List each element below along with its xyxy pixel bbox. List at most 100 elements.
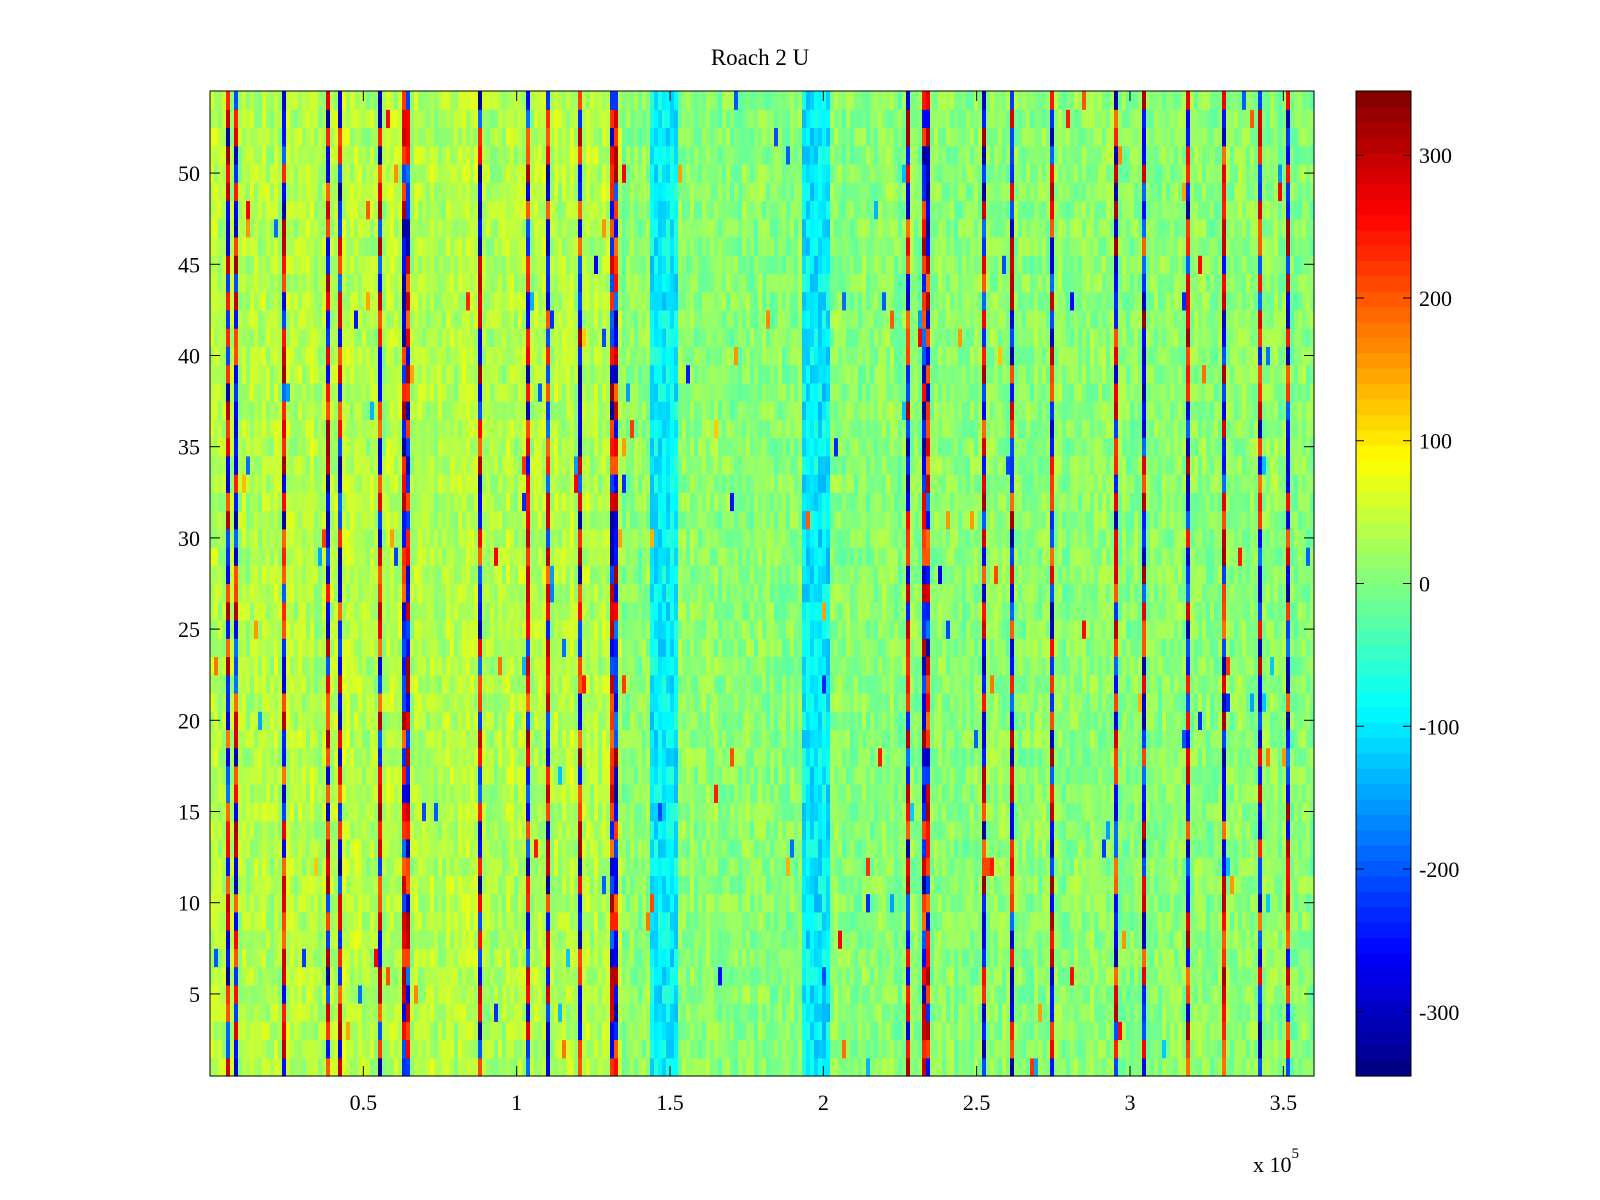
heatmap-cell (246, 547, 251, 566)
heatmap-cell (426, 747, 431, 767)
heatmap-cell (526, 328, 531, 347)
heatmap-cell (274, 510, 279, 530)
heatmap-cell (566, 711, 571, 731)
heatmap-cell (358, 346, 363, 366)
heatmap-cell (250, 255, 255, 275)
heatmap-cell (470, 328, 475, 347)
heatmap-cell (374, 820, 379, 840)
heatmap-cell (238, 309, 243, 329)
heatmap-cell (566, 382, 571, 402)
heatmap-cell (254, 984, 259, 1004)
heatmap-cell (370, 729, 375, 749)
heatmap-cell (470, 729, 475, 749)
heatmap-cell (558, 109, 563, 129)
heatmap-cell (258, 601, 263, 621)
heatmap-cell (294, 583, 299, 603)
heatmap-cell (514, 656, 519, 676)
heatmap-cell (390, 1021, 395, 1041)
heatmap-cell (410, 273, 415, 293)
heatmap-cell (462, 619, 467, 639)
heatmap-cell (446, 765, 451, 785)
heatmap-cell (510, 273, 515, 293)
heatmap-cell (518, 1039, 523, 1059)
heatmap-cell (378, 455, 383, 475)
heatmap-cell (222, 474, 227, 493)
heatmap-cell (554, 236, 559, 256)
heatmap-cell (546, 273, 551, 293)
heatmap-cell (322, 182, 327, 202)
heatmap-cell (314, 437, 319, 457)
heatmap-cell (322, 437, 327, 457)
heatmap-cell (462, 729, 467, 749)
heatmap-cell (306, 857, 311, 876)
heatmap-cell (298, 838, 303, 858)
heatmap-cell (418, 218, 423, 238)
heatmap-cell (346, 547, 351, 566)
heatmap-cell (242, 1003, 247, 1022)
heatmap-cell (422, 1057, 427, 1077)
heatmap-cell (310, 583, 315, 603)
heatmap-cell (362, 984, 367, 1004)
heatmap-cell (446, 674, 451, 694)
heatmap-cell (414, 309, 419, 329)
heatmap-cell (254, 528, 259, 548)
heatmap-cell (478, 291, 483, 311)
heatmap-cell (454, 547, 459, 566)
heatmap-cell (538, 127, 543, 147)
heatmap-cell (498, 930, 503, 949)
heatmap-cell (234, 565, 239, 585)
heatmap-cell (358, 601, 363, 621)
heatmap-cell (374, 656, 379, 676)
heatmap-cell (482, 145, 487, 165)
heatmap-cell (302, 729, 307, 749)
heatmap-cell (478, 1057, 483, 1077)
heatmap-cell (318, 401, 323, 420)
heatmap-cell (210, 309, 215, 329)
heatmap-cell (562, 875, 567, 895)
heatmap-cell (554, 1003, 559, 1022)
heatmap-cell (362, 875, 367, 895)
heatmap-cell (230, 1057, 235, 1077)
heatmap-cell (302, 930, 307, 949)
heatmap-cell (574, 163, 579, 183)
heatmap-cell (530, 309, 535, 329)
heatmap-cell (554, 346, 559, 366)
heatmap-cell (406, 401, 411, 420)
heatmap-cell (450, 1057, 455, 1077)
heatmap-cell (474, 437, 479, 457)
heatmap-cell (326, 382, 331, 402)
heatmap-cell (250, 273, 255, 293)
heatmap-cell (274, 802, 279, 822)
heatmap-cell (390, 309, 395, 329)
heatmap-cell (318, 273, 323, 293)
heatmap-cell (474, 182, 479, 202)
heatmap-cell (462, 291, 467, 311)
heatmap-cell (526, 309, 531, 329)
heatmap-cell (442, 1021, 447, 1041)
heatmap-cell (278, 583, 283, 603)
heatmap-cell (234, 455, 239, 475)
heatmap-cell (530, 565, 535, 585)
heatmap-cell (282, 346, 287, 366)
heatmap-cell (542, 492, 547, 512)
heatmap-cell (570, 127, 575, 147)
heatmap-cell (322, 510, 327, 530)
heatmap-cell (574, 1057, 579, 1077)
heatmap-cell (522, 145, 527, 165)
heatmap-cell (422, 802, 427, 822)
heatmap-cell (342, 419, 347, 439)
heatmap-cell (358, 674, 363, 694)
heatmap-cell (370, 547, 375, 566)
heatmap-cell (558, 948, 563, 968)
heatmap-cell (522, 1039, 527, 1059)
heatmap-cell (430, 236, 435, 256)
heatmap-cell (490, 930, 495, 949)
heatmap-cell (498, 492, 503, 512)
heatmap-cell (438, 455, 443, 475)
heatmap-cell (350, 875, 355, 895)
heatmap-cell (294, 182, 299, 202)
heatmap-cell (382, 474, 387, 493)
heatmap-cell (246, 1039, 251, 1059)
heatmap-cell (250, 492, 255, 512)
heatmap-cell (330, 565, 335, 585)
